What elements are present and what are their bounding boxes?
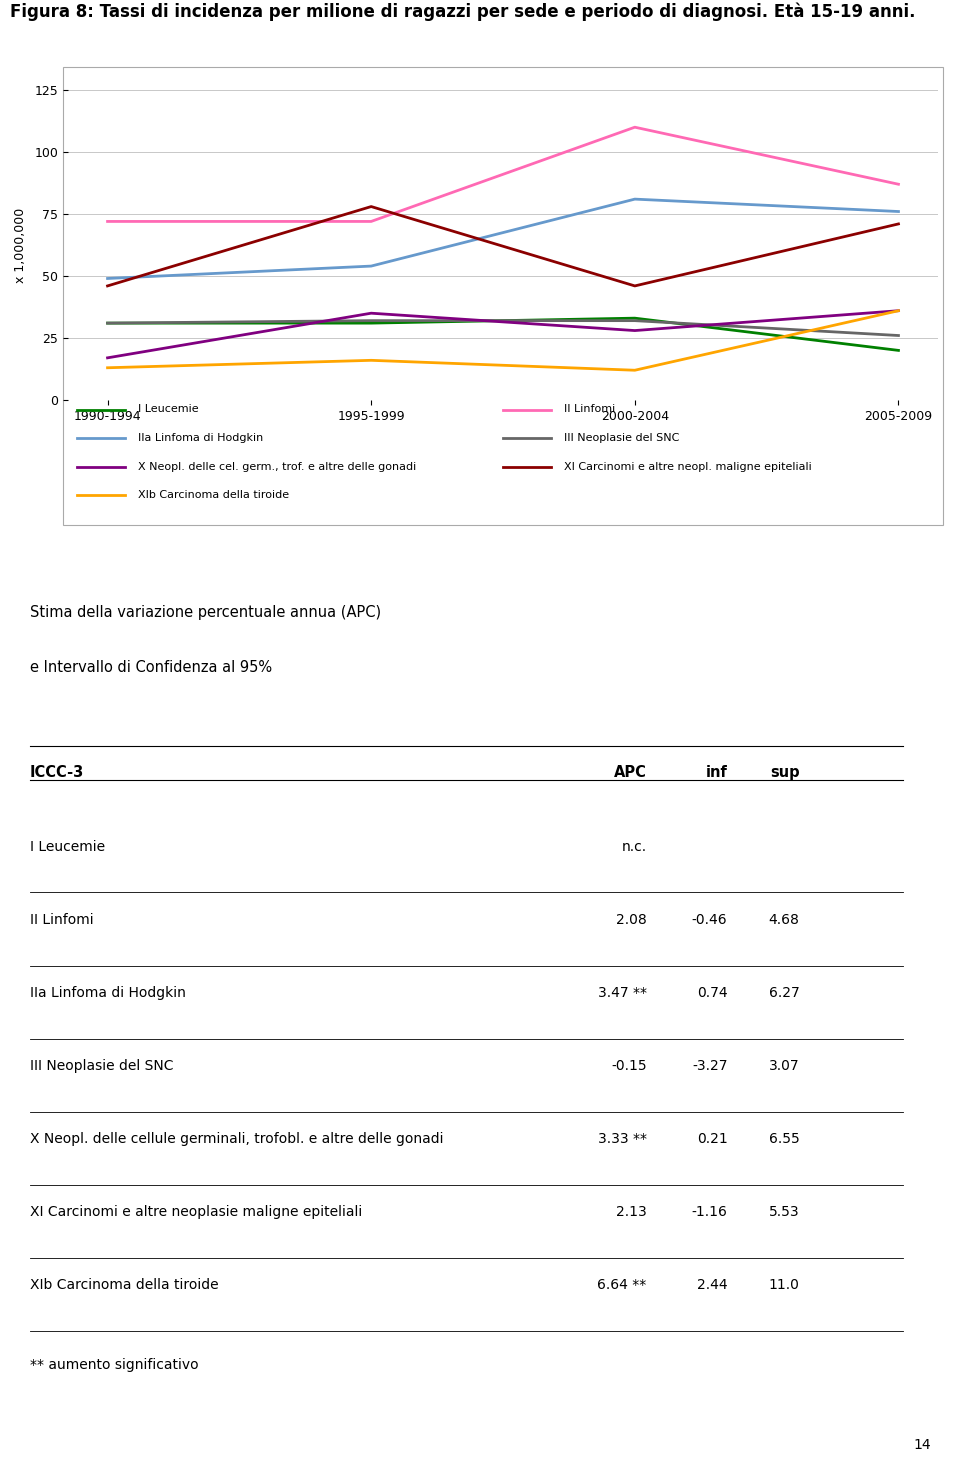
Text: XI Carcinomi e altre neopl. maligne epiteliali: XI Carcinomi e altre neopl. maligne epit…	[564, 462, 811, 472]
Text: 11.0: 11.0	[769, 1277, 800, 1292]
Text: 0.74: 0.74	[697, 986, 728, 1000]
Text: 6.55: 6.55	[769, 1132, 800, 1147]
Text: e Intervallo di Confidenza al 95%: e Intervallo di Confidenza al 95%	[30, 660, 272, 675]
Text: ICCC-3: ICCC-3	[30, 764, 84, 779]
Text: 6.27: 6.27	[769, 986, 800, 1000]
Text: IIa Linfoma di Hodgkin: IIa Linfoma di Hodgkin	[30, 986, 186, 1000]
Text: XI Carcinomi e altre neoplasie maligne epiteliali: XI Carcinomi e altre neoplasie maligne e…	[30, 1205, 362, 1219]
Text: XIb Carcinoma della tiroide: XIb Carcinoma della tiroide	[137, 491, 289, 500]
Text: 4.68: 4.68	[769, 913, 800, 926]
Text: 3.33 **: 3.33 **	[597, 1132, 646, 1147]
Y-axis label: x 1,000,000: x 1,000,000	[14, 207, 28, 282]
Text: II Linfomi: II Linfomi	[30, 913, 94, 926]
Text: X Neopl. delle cel. germ., trof. e altre delle gonadi: X Neopl. delle cel. germ., trof. e altre…	[137, 462, 416, 472]
Text: IIa Linfoma di Hodgkin: IIa Linfoma di Hodgkin	[137, 434, 263, 442]
Text: I Leucemie: I Leucemie	[30, 839, 106, 854]
Text: 6.64 **: 6.64 **	[597, 1277, 646, 1292]
Text: 3.07: 3.07	[769, 1058, 800, 1073]
Text: 14: 14	[914, 1438, 931, 1452]
Text: -1.16: -1.16	[691, 1205, 728, 1219]
Text: 2.08: 2.08	[615, 913, 646, 926]
Text: 2.44: 2.44	[697, 1277, 728, 1292]
Text: -0.15: -0.15	[611, 1058, 646, 1073]
Text: X Neopl. delle cellule germinali, trofobl. e altre delle gonadi: X Neopl. delle cellule germinali, trofob…	[30, 1132, 444, 1147]
Text: Figura 8: Tassi di incidenza per milione di ragazzi per sede e periodo di diagno: Figura 8: Tassi di incidenza per milione…	[10, 3, 915, 22]
Text: -0.46: -0.46	[692, 913, 728, 926]
Text: APC: APC	[613, 764, 646, 779]
Text: II Linfomi: II Linfomi	[564, 404, 615, 415]
Text: XIb Carcinoma della tiroide: XIb Carcinoma della tiroide	[30, 1277, 219, 1292]
Text: 5.53: 5.53	[769, 1205, 800, 1219]
Text: 3.47 **: 3.47 **	[597, 986, 646, 1000]
Text: n.c.: n.c.	[621, 839, 646, 854]
Text: 0.21: 0.21	[697, 1132, 728, 1147]
Text: -3.27: -3.27	[692, 1058, 728, 1073]
Text: sup: sup	[770, 764, 800, 779]
Text: III Neoplasie del SNC: III Neoplasie del SNC	[30, 1058, 174, 1073]
Text: I Leucemie: I Leucemie	[137, 404, 198, 415]
Text: ** aumento significativo: ** aumento significativo	[30, 1358, 199, 1372]
Text: inf: inf	[706, 764, 728, 779]
Text: 2.13: 2.13	[615, 1205, 646, 1219]
Text: Stima della variazione percentuale annua (APC): Stima della variazione percentuale annua…	[30, 606, 381, 620]
Text: III Neoplasie del SNC: III Neoplasie del SNC	[564, 434, 680, 442]
